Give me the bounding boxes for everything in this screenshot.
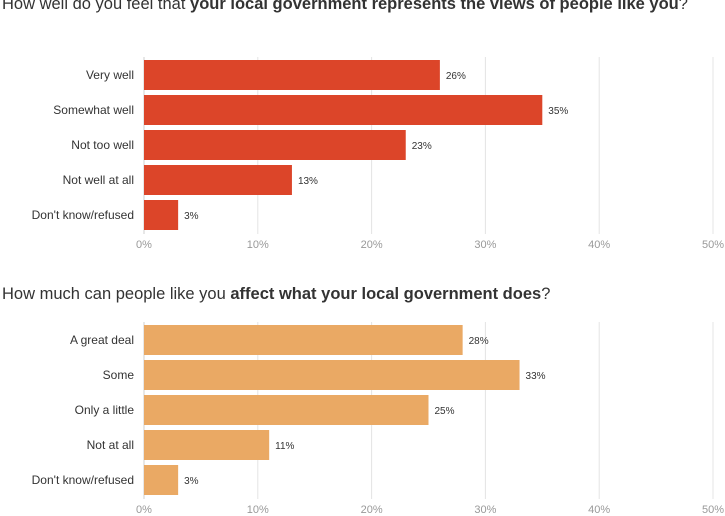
x-tick-label: 10% bbox=[247, 504, 269, 516]
bar bbox=[144, 430, 270, 460]
data-label: 3% bbox=[184, 211, 199, 222]
category-label: Not too well bbox=[71, 138, 134, 152]
data-label: 11% bbox=[275, 441, 294, 452]
title-part: ? bbox=[541, 285, 551, 303]
bar bbox=[144, 200, 179, 230]
x-tick-label: 40% bbox=[588, 504, 610, 516]
bar bbox=[144, 465, 179, 495]
data-label: 25% bbox=[435, 406, 455, 417]
title-part: ? bbox=[678, 0, 688, 13]
category-label: Very well bbox=[86, 68, 134, 82]
bar bbox=[144, 130, 406, 160]
x-tick-label: 20% bbox=[361, 239, 383, 250]
category-label: Some bbox=[103, 368, 135, 382]
category-label: Don't know/refused bbox=[32, 473, 134, 487]
chart-influence: 0% 10% 20% 30% 40% 50% A great deal 28% Some 33% O… bbox=[32, 322, 724, 516]
data-label: 23% bbox=[412, 141, 432, 152]
category-label: Not at all bbox=[87, 438, 134, 452]
category-label: Somewhat well bbox=[53, 103, 134, 117]
category-label: Only a little bbox=[75, 403, 135, 417]
x-tick-label: 40% bbox=[588, 239, 610, 250]
chart-title-representation: How well do you feel that your local gov… bbox=[2, 0, 712, 15]
bar bbox=[144, 95, 543, 125]
title-part: How much can people like you bbox=[2, 285, 231, 303]
category-label: Don't know/refused bbox=[32, 208, 134, 222]
bar bbox=[144, 325, 463, 355]
x-tick-label: 50% bbox=[702, 504, 724, 516]
x-tick-label: 20% bbox=[361, 504, 383, 516]
data-label: 28% bbox=[469, 336, 489, 347]
x-tick-label: 0% bbox=[136, 239, 152, 250]
bar bbox=[144, 395, 429, 425]
data-label: 26% bbox=[446, 71, 466, 82]
bar bbox=[144, 60, 440, 90]
data-label: 35% bbox=[548, 106, 568, 117]
data-label: 3% bbox=[184, 476, 199, 487]
title-part-bold: affect what your local government does bbox=[230, 285, 542, 303]
chart-title-influence: How much can people like you affect what… bbox=[2, 284, 712, 305]
chart-representation: 0% 10% 20% 30% 40% 50% Very well 26% Somewhat we… bbox=[32, 57, 724, 250]
x-tick-label: 0% bbox=[136, 504, 152, 516]
x-tick-label: 10% bbox=[247, 239, 269, 250]
category-label: Not well at all bbox=[63, 173, 134, 187]
title-part: How well do you feel that bbox=[2, 0, 191, 13]
data-label: 33% bbox=[526, 371, 546, 382]
x-tick-label: 30% bbox=[474, 504, 496, 516]
x-tick-label: 50% bbox=[702, 239, 724, 250]
category-label: A great deal bbox=[70, 333, 134, 347]
data-label: 13% bbox=[298, 176, 318, 187]
bar bbox=[144, 165, 292, 195]
bar bbox=[144, 360, 520, 390]
title-part-bold: your local government represents the vie… bbox=[190, 0, 679, 13]
x-tick-label: 30% bbox=[474, 239, 496, 250]
